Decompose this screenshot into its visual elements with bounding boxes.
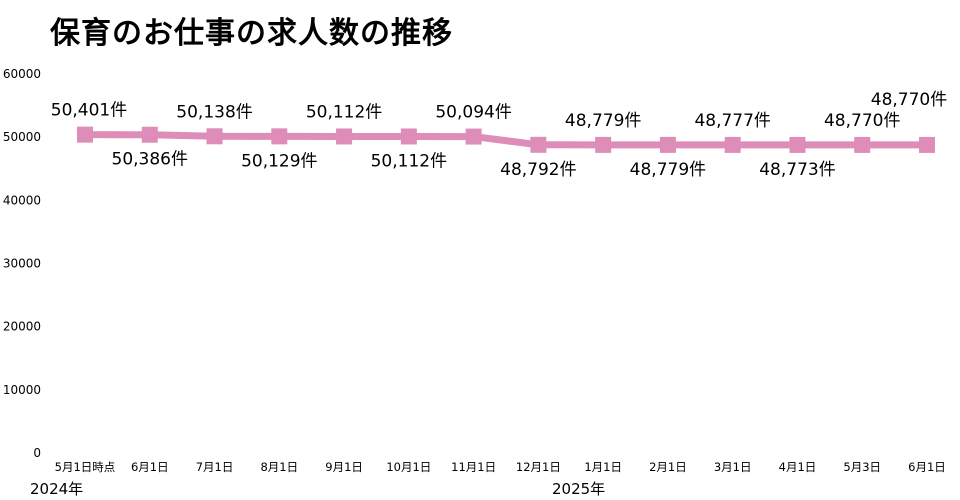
data-label: 50,138件 [176, 102, 252, 122]
x-tick-label: 6月1日 [908, 460, 946, 474]
data-label: 50,112件 [371, 151, 447, 171]
x-tick-label: 9月1日 [325, 460, 363, 474]
data-label: 48,777件 [694, 111, 770, 131]
x-tick-label: 5月1日時点 [55, 460, 116, 474]
x-tick-label: 8月1日 [260, 460, 298, 474]
data-label: 50,129件 [241, 151, 317, 171]
year-label: 2025年 [552, 480, 605, 498]
x-tick-label: 5月3日 [843, 460, 881, 474]
x-tick-label: 11月1日 [451, 460, 496, 474]
data-point [77, 126, 93, 143]
x-tick-label: 1月1日 [584, 460, 622, 474]
x-tick-label: 6月1日 [131, 460, 169, 474]
data-point [789, 136, 806, 153]
data-point [271, 128, 288, 145]
year-label: 2024年 [30, 480, 83, 498]
x-tick-label: 10月1日 [386, 460, 431, 474]
data-label: 48,792件 [500, 160, 576, 180]
data-point [854, 136, 871, 153]
data-point [919, 136, 935, 153]
data-label: 48,770件 [871, 90, 947, 110]
y-tick-label: 50000 [3, 130, 41, 144]
data-point [595, 136, 612, 153]
data-label: 48,779件 [565, 111, 641, 131]
chart-title: 保育のお仕事の求人数の推移 [50, 16, 453, 51]
y-tick-label: 20000 [3, 320, 41, 334]
data-point [724, 136, 741, 153]
data-point [465, 128, 482, 145]
data-label: 48,770件 [824, 111, 900, 131]
x-tick-label: 4月1日 [779, 460, 817, 474]
series-line [81, 131, 931, 149]
data-label: 48,773件 [759, 160, 835, 180]
y-tick-label: 10000 [3, 383, 41, 397]
data-label: 50,386件 [112, 150, 188, 170]
data-point [659, 136, 676, 153]
data-label: 50,401件 [51, 101, 127, 121]
y-tick-label: 60000 [3, 67, 41, 81]
data-point [336, 128, 353, 145]
y-tick-label: 30000 [3, 257, 41, 271]
x-tick-label: 3月1日 [714, 460, 752, 474]
data-label: 50,094件 [435, 103, 511, 123]
data-label: 50,112件 [306, 102, 382, 122]
x-tick-label: 2月1日 [649, 460, 687, 474]
x-tick-label: 12月1日 [516, 460, 561, 474]
data-point [400, 128, 417, 145]
y-tick-label: 40000 [3, 193, 41, 207]
data-label: 48,779件 [630, 160, 706, 180]
data-point [141, 126, 158, 143]
data-point [530, 136, 547, 153]
y-tick-label: 0 [33, 446, 41, 460]
data-point [206, 128, 223, 145]
x-tick-label: 7月1日 [196, 460, 234, 474]
